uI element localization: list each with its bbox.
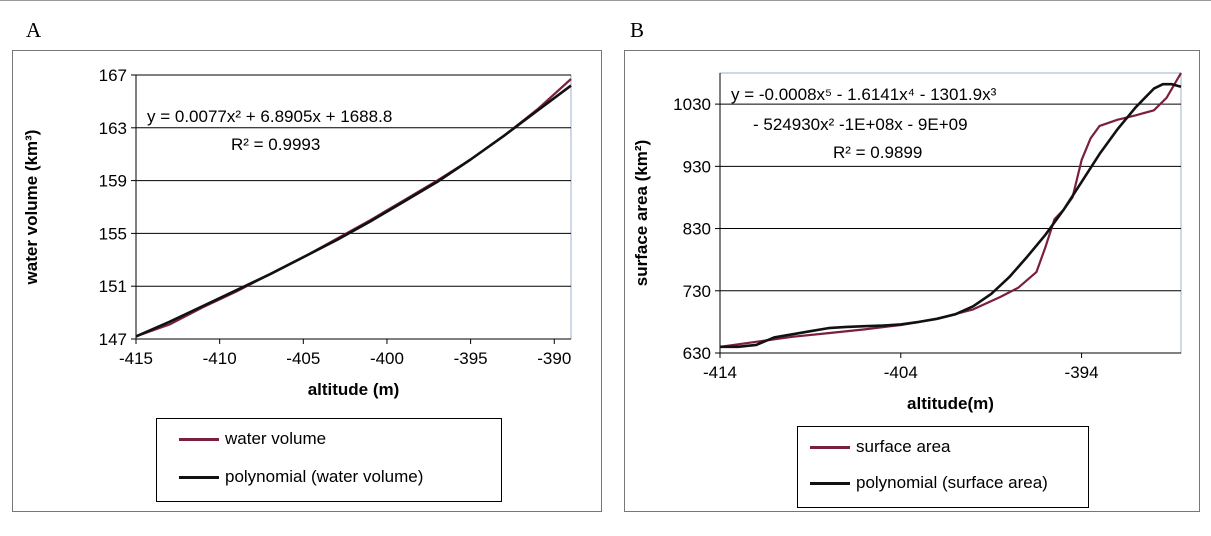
- chart-b-xtick-label: -394: [1065, 363, 1099, 382]
- chart-a-xtick-label: -415: [119, 349, 153, 368]
- chart-b-xtick-label: -404: [884, 363, 918, 382]
- legend-item-polynomial-water-volume: polynomial (water volume): [157, 467, 423, 487]
- legend-swatch-surface-area: [810, 445, 850, 449]
- chart-b-y-axis-title: surface area (km²): [632, 140, 651, 286]
- legend-label-polynomial-surface-area: polynomial (surface area): [856, 473, 1048, 492]
- chart-a-panel: 147 151 155 159 163 167 -415 -410 -405 -400 -395 -3…: [12, 50, 602, 512]
- chart-b-x-axis-title: altitude(m): [907, 394, 994, 413]
- legend-label-polynomial-water-volume: polynomial (water volume): [225, 467, 424, 486]
- legend-item-water-volume: water volume: [157, 429, 326, 449]
- chart-a-ytick-label: 151: [99, 277, 127, 296]
- chart-b-ytick-label: 830: [683, 220, 711, 239]
- chart-b-legend: surface area polynomial (surface area): [797, 426, 1089, 508]
- chart-b-series-line-0: [719, 72, 1182, 348]
- legend-item-polynomial-surface-area: polynomial (surface area): [798, 473, 1048, 493]
- chart-a-svg: 147 151 155 159 163 167 -415 -410 -405 -400 -395 -3…: [22, 66, 572, 399]
- legend-swatch-water-volume: [179, 437, 219, 441]
- chart-b-xtick-label: -414: [703, 363, 737, 382]
- panel-a-letter: A: [26, 18, 42, 42]
- chart-a-ytick-label: 147: [99, 330, 127, 349]
- chart-b-ytick-label: 1030: [673, 95, 711, 114]
- chart-b-ytick-label: 930: [683, 157, 711, 176]
- chart-b-equation-line2: - 524930x² -1E+08x - 9E+09: [753, 115, 968, 134]
- chart-a-xtick-label: -395: [454, 349, 488, 368]
- chart-b-series-line-1: [720, 82, 1182, 349]
- page-top-edge: [0, 0, 1211, 1]
- chart-a-legend: water volume polynomial (water volume): [156, 418, 502, 502]
- chart-a-xtick-label: -410: [203, 349, 237, 368]
- chart-b-equation-line1: y = -0.0008x⁵ - 1.6141x⁴ - 1301.9x³: [731, 85, 997, 104]
- chart-a-ytick-label: 159: [99, 172, 127, 191]
- chart-a-equation: y = 0.0077x² + 6.8905x + 1688.8: [147, 107, 393, 126]
- chart-b-ytick-label: 630: [683, 344, 711, 363]
- chart-a-x-axis-title: altitude (m): [308, 380, 400, 399]
- legend-item-surface-area: surface area: [798, 437, 951, 457]
- chart-a-xtick-label: -390: [537, 349, 571, 368]
- chart-a-ytick-label: 163: [99, 119, 127, 138]
- panel-b-letter: B: [630, 18, 645, 42]
- chart-a-ytick-label: 155: [99, 224, 127, 243]
- chart-a-y-axis-title: water volume (km³): [22, 130, 41, 286]
- legend-swatch-polynomial-water-volume: [179, 475, 219, 479]
- legend-label-water-volume: water volume: [225, 429, 327, 448]
- legend-label-surface-area: surface area: [856, 437, 951, 456]
- chart-b-plot-area: [719, 72, 1182, 354]
- chart-a-xtick-label: -400: [370, 349, 404, 368]
- chart-b-svg: 630 730 830 930 1030 -414 -404 -394 altitude(m) s…: [632, 72, 1182, 413]
- chart-b-r-squared: R² = 0.9899: [833, 143, 923, 162]
- chart-b-panel: 630 730 830 930 1030 -414 -404 -394 altitude(m) s…: [624, 50, 1200, 512]
- chart-a-xtick-label: -405: [286, 349, 320, 368]
- chart-a-r-squared: R² = 0.9993: [231, 135, 321, 154]
- chart-a-ytick-label: 167: [99, 66, 127, 85]
- chart-b-ytick-label: 730: [683, 282, 711, 301]
- legend-swatch-polynomial-surface-area: [810, 481, 850, 485]
- chart-a-series-line-1: [135, 84, 572, 338]
- chart-a-plot-area: [135, 74, 572, 340]
